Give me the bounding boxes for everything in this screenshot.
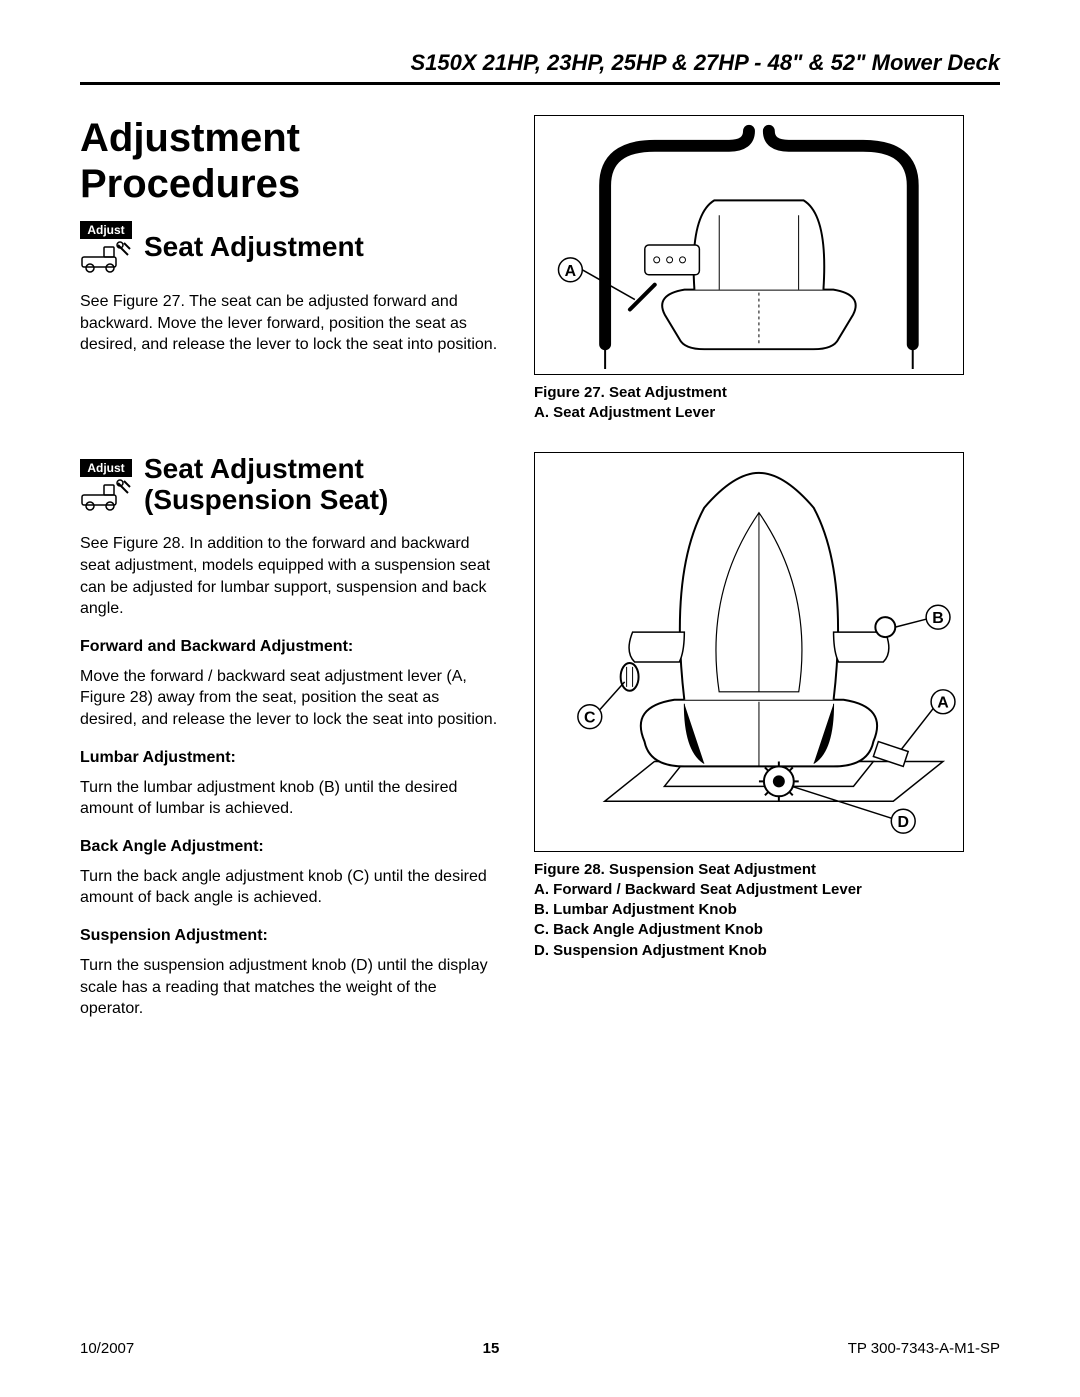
sub4-head: Suspension Adjustment: xyxy=(80,927,500,945)
figure27-box: A xyxy=(534,115,964,375)
main-title: Adjustment Procedures xyxy=(80,115,500,207)
adjust-icon-label: Adjust xyxy=(80,221,132,239)
sub3-head: Back Angle Adjustment: xyxy=(80,838,500,856)
sub2-head: Lumbar Adjustment: xyxy=(80,749,500,767)
footer-center: 15 xyxy=(483,1340,500,1357)
fig28-callout-B: B xyxy=(932,610,944,627)
figure28-box: B A C D xyxy=(534,452,964,852)
left-column: Adjustment Procedures Adjust Seat xyxy=(80,115,500,1038)
section2-title: Seat Adjustment (Suspension Seat) xyxy=(144,454,388,516)
section1-heading-row: Adjust Seat Adjustment xyxy=(80,221,500,273)
page-footer: 10/2007 15 TP 300-7343-A-M1-SP xyxy=(80,1340,1000,1357)
section2-title-line1: Seat Adjustment xyxy=(144,453,364,484)
fig28-caption-line4: C. Back Angle Adjustment Knob xyxy=(534,921,763,938)
section2-title-line2: (Suspension Seat) xyxy=(144,484,388,515)
adjust-icon: Adjust xyxy=(80,459,132,511)
sub3-body: Turn the back angle adjustment knob (C) … xyxy=(80,866,500,909)
sub1-head: Forward and Backward Adjustment: xyxy=(80,638,500,656)
adjust-icon: Adjust xyxy=(80,221,132,273)
section2-intro: See Figure 28. In addition to the forwar… xyxy=(80,533,500,619)
figure28-svg: B A C D xyxy=(535,453,963,851)
sub2-body: Turn the lumbar adjustment knob (B) unti… xyxy=(80,777,500,820)
section1-body: See Figure 27. The seat can be adjusted … xyxy=(80,291,500,356)
fig28-caption-line1: Figure 28. Suspension Seat Adjustment xyxy=(534,861,816,878)
fig28-callout-C: C xyxy=(584,709,596,726)
fig28-caption-line2: A. Forward / Backward Seat Adjustment Le… xyxy=(534,881,862,898)
main-title-line2: Procedures xyxy=(80,162,300,206)
page-header: S150X 21HP, 23HP, 25HP & 27HP - 48" & 52… xyxy=(80,50,1000,85)
fig28-callout-D: D xyxy=(897,814,909,831)
figure27-svg: A xyxy=(535,116,963,374)
right-column: A Figure 27. Seat Adjustment A. Seat Adj… xyxy=(534,115,964,1038)
sub4-body: Turn the suspension adjustment knob (D) … xyxy=(80,955,500,1020)
section2-heading-row: Adjust Seat Adjustment (Suspension Seat) xyxy=(80,454,500,516)
mower-wrench-icon xyxy=(80,239,132,273)
section1-title: Seat Adjustment xyxy=(144,232,364,263)
sub1-body: Move the forward / backward seat adjustm… xyxy=(80,666,500,731)
main-title-line1: Adjustment xyxy=(80,116,300,160)
adjust-icon-label: Adjust xyxy=(80,459,132,477)
fig28-caption-line5: D. Suspension Adjustment Knob xyxy=(534,942,767,959)
fig27-caption-line1: Figure 27. Seat Adjustment xyxy=(534,384,727,401)
fig27-caption-line2: A. Seat Adjustment Lever xyxy=(534,404,715,421)
figure28-caption: Figure 28. Suspension Seat Adjustment A.… xyxy=(534,860,964,961)
fig28-caption-line3: B. Lumbar Adjustment Knob xyxy=(534,901,737,918)
figure27-caption: Figure 27. Seat Adjustment A. Seat Adjus… xyxy=(534,383,964,424)
footer-left: 10/2007 xyxy=(80,1340,134,1357)
mower-wrench-icon xyxy=(80,477,132,511)
footer-right: TP 300-7343-A-M1-SP xyxy=(848,1340,1000,1357)
fig27-callout-A: A xyxy=(565,263,577,280)
fig28-callout-A: A xyxy=(937,694,949,711)
